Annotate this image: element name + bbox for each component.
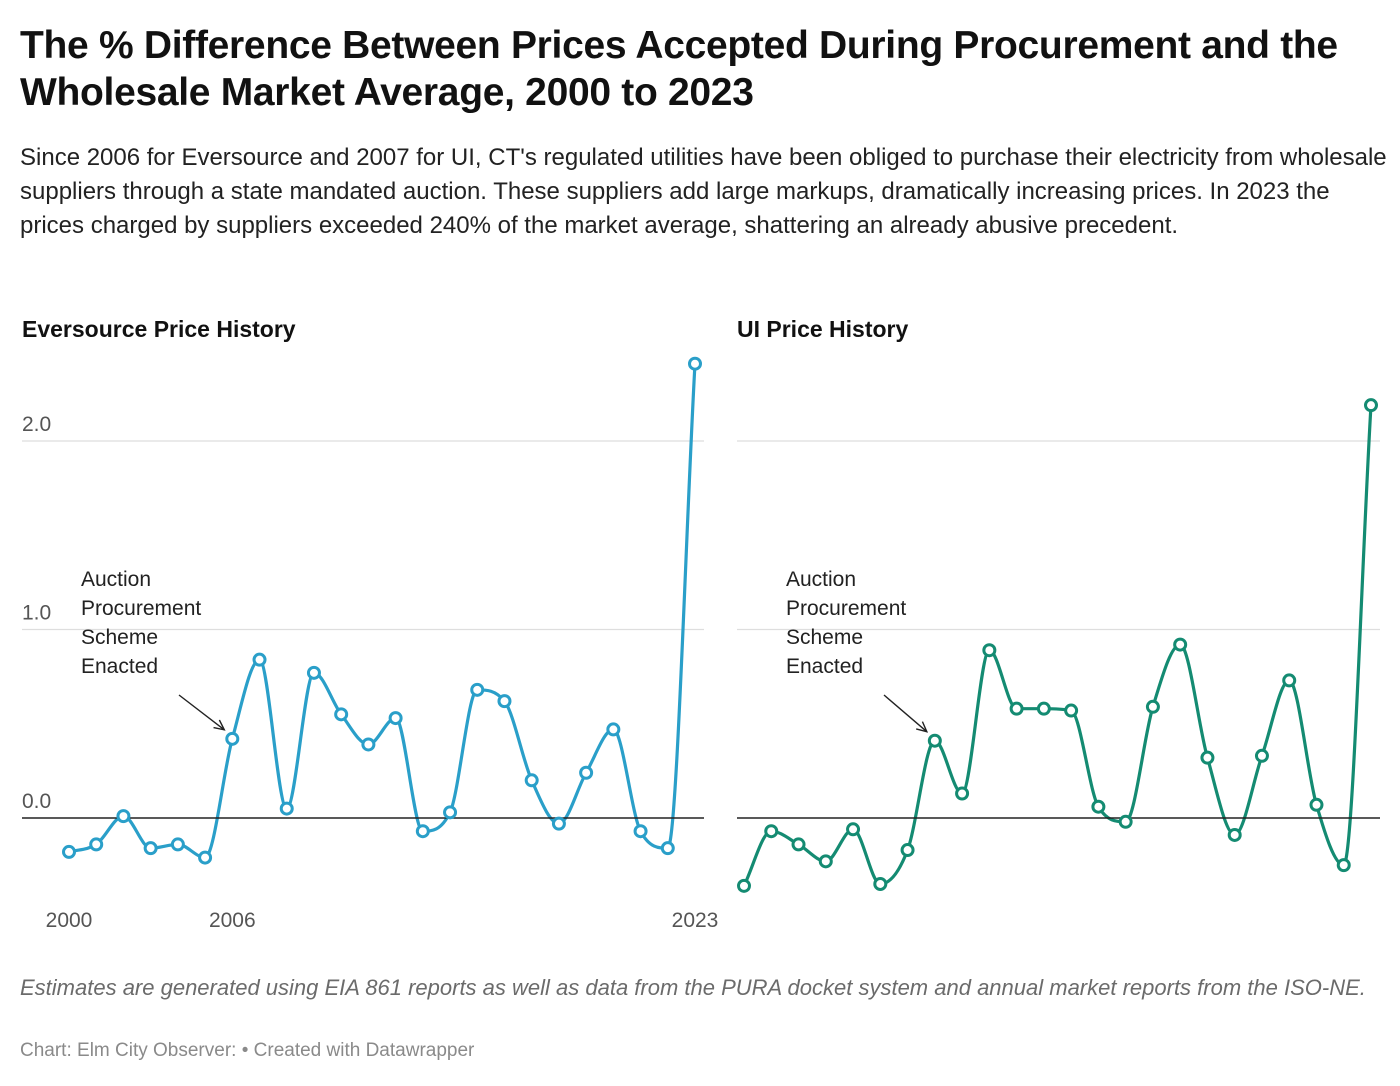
data-point (1009, 701, 1024, 716)
data-point (334, 707, 349, 722)
data-point (198, 850, 213, 865)
x-tick-label: 2000 (46, 909, 93, 932)
source-line: Chart: Elm City Observer: (20, 1040, 237, 1061)
data-point (900, 843, 915, 858)
data-point (551, 816, 566, 831)
data-point (846, 822, 861, 837)
credit-line: • Created with Datawrapper (241, 1040, 475, 1061)
data-point (443, 805, 458, 820)
data-point (252, 652, 267, 667)
page-subtitle: Since 2006 for Eversource and 2007 for U… (20, 144, 1387, 239)
x-tick-label: 2023 (672, 909, 719, 932)
data-point (89, 837, 104, 852)
data-point (1309, 797, 1324, 812)
data-point (982, 643, 997, 658)
data-point (1227, 827, 1242, 842)
data-point (927, 733, 942, 748)
annotation-arrowhead (213, 719, 226, 731)
annotation-arrowhead (916, 721, 929, 733)
data-point (1064, 703, 1079, 718)
annotation-arrow (883, 694, 928, 733)
data-point (116, 809, 131, 824)
data-point (1173, 637, 1188, 652)
data-point (524, 773, 539, 788)
data-point (497, 694, 512, 709)
data-point (688, 356, 702, 371)
data-point (306, 665, 321, 680)
data-point (818, 854, 833, 869)
data-point (388, 711, 403, 726)
data-point (791, 837, 806, 852)
data-point (1364, 398, 1378, 413)
page-title: The % Difference Between Prices Accepted… (20, 24, 1338, 114)
y-tick-label: 1.0 (22, 602, 51, 625)
data-point (415, 824, 430, 839)
data-point (1254, 748, 1269, 763)
data-point (955, 786, 970, 801)
data-point (764, 824, 779, 839)
eversource-price-chart: 1.0 2.0 0.0 2000 2006 2023 Auction Procurement S… (22, 356, 719, 932)
data-point (361, 737, 376, 752)
data-point (1118, 814, 1133, 829)
data-point (1091, 799, 1106, 814)
data-point (737, 878, 751, 893)
data-point (279, 801, 294, 816)
ui-chart-title: UI Price History (737, 316, 909, 342)
data-point (225, 731, 240, 746)
data-point (62, 844, 76, 859)
data-point (1200, 750, 1215, 765)
data-point (606, 722, 621, 737)
data-point (470, 682, 485, 697)
data-point (633, 824, 648, 839)
chart-footer: Chart: Elm City Observer: • Created with… (20, 1040, 474, 1062)
data-point (1336, 858, 1351, 873)
chart-notes: Estimates are generated using EIA 861 re… (20, 975, 1366, 1000)
data-point (170, 837, 185, 852)
data-point (579, 765, 594, 780)
y-tick-label: 2.0 (22, 413, 51, 436)
data-point (1036, 701, 1051, 716)
ui-price-chart: Auction Procurement Scheme Enacted (737, 398, 1380, 893)
data-point (143, 841, 158, 856)
annotation-text: Auction Procurement Scheme Enacted (81, 568, 201, 678)
data-point (873, 876, 888, 891)
annotation-arrow (178, 694, 225, 731)
annotation-text: Auction Procurement Scheme Enacted (786, 568, 906, 678)
data-point (1145, 699, 1160, 714)
eversource-chart-title: Eversource Price History (22, 316, 296, 342)
x-tick-label: 2006 (209, 909, 256, 932)
y-tick-label: 0.0 (22, 790, 51, 813)
data-point (1282, 673, 1297, 688)
data-point (660, 841, 675, 856)
